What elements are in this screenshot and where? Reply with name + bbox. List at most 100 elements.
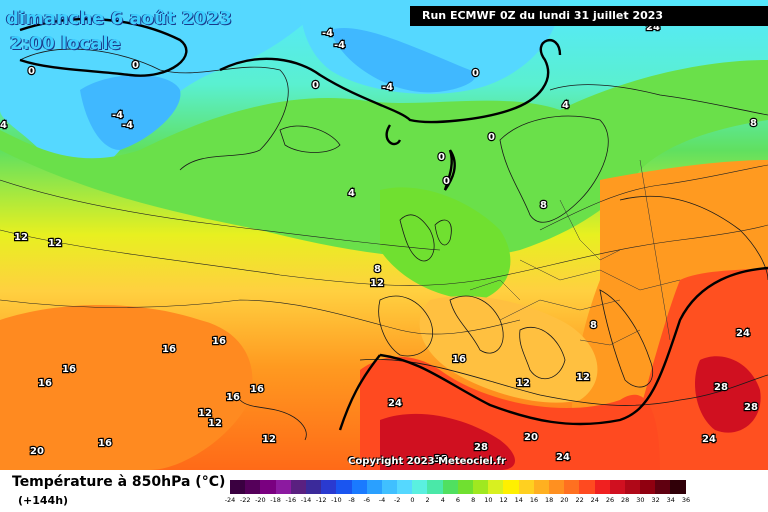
color-scale-swatch [260,480,276,494]
hotter-core-africa [380,413,515,470]
color-scale-swatch [442,480,458,494]
isotherm-label: 8 [590,320,597,331]
model-run-label: Run ECMWF 0Z du lundi 31 juillet 2023 [410,6,768,26]
isotherm-label: 8 [374,264,381,275]
color-scale-swatch [594,480,610,494]
very-cold-core-arctic [330,28,476,93]
color-scale-tick-label: -4 [378,496,386,504]
isotherm-label: -4 [382,82,393,93]
isotherm-label: 12 [14,232,28,243]
forecast-time-label: 2:00 locale [10,33,121,54]
isotherm-label: 16 [212,336,226,347]
isotherm-label: 0 [438,152,445,163]
color-scale-swatch [579,480,595,494]
isotherm-label: 20 [524,432,538,443]
legend-bar: Température à 850hPa (°C) (+144h) -24 -22… [0,470,768,512]
isotherm-label: 12 [48,238,62,249]
isotherm-label: 28 [714,382,728,393]
color-scale-tick-label: 24 [590,496,599,504]
color-scale-swatch [366,480,382,494]
color-scale-tick-label: 14 [514,496,523,504]
coastlines [19,48,768,441]
isotherm-label: 12 [198,408,212,419]
color-scale-tick-label: -18 [270,496,281,504]
isotherm-label: 16 [38,378,52,389]
isotherm-label: 8 [750,118,757,129]
isotherm-label: -4 [334,40,345,51]
isotherm-label: -4 [122,120,133,131]
isotherm-label: 16 [226,392,240,403]
copyright-label: Copyright 2023 Meteociel.fr [348,456,506,467]
color-scale-swatch [670,480,686,494]
isotherm-label: 16 [452,354,466,365]
color-scale-swatch [275,480,291,494]
isotherm-label: 0 [472,68,479,79]
variable-label: Température à 850hPa (°C) [12,474,226,490]
color-scale-swatch [609,480,625,494]
isotherm-label: 4 [348,188,355,199]
isotherm-label: 24 [388,398,402,409]
cool-zone-atlantic [0,60,768,259]
color-scale-swatch [503,480,519,494]
isotherm-label: 16 [62,364,76,375]
isotherm-label: 8 [540,200,547,211]
color-scale-swatch [412,480,428,494]
color-scale-tick-label: 16 [529,496,539,504]
isotherm-label: 32 [434,454,448,465]
country-borders [469,159,681,346]
color-scale-swatch [564,480,580,494]
color-scale-tick-label: 12 [499,496,508,504]
isotherm-label: 24 [556,452,570,463]
color-scale-swatch [457,480,473,494]
color-scale-ticks: -24 -22 -20 -18 -16 -14 -12 -10 -8 -6 -4 -2 0 2 4 6 8 10 1… [225,496,700,508]
isotherm-label: -4 [112,110,123,121]
isotherm-label: 24 [736,328,750,339]
color-scale-tick-label: 34 [666,496,675,504]
color-scale-tick-label: -10 [331,496,342,504]
color-scale-swatch [321,480,337,494]
warm-zone-iberia [0,305,253,470]
isotherm-label: 4 [0,120,7,131]
color-scale-tick-label: -22 [239,496,251,504]
color-scale-tick-label: 18 [545,496,554,504]
isotherm-label: 28 [474,442,488,453]
color-scale-swatch [245,480,261,494]
hotter-core-east [695,356,761,433]
color-scale-tick-label: 2 [425,496,430,504]
color-scale-swatch [305,480,322,494]
color-scale-tick-label: -24 [224,496,236,504]
color-scale-tick-label: -14 [300,496,312,504]
isotherm-label: 0 [312,80,319,91]
isotherm-lines [0,164,768,335]
isotherm-label: 12 [370,278,384,289]
color-scale-swatch [427,480,443,494]
key-isotherms [19,17,768,431]
isotherm-label: 28 [744,402,758,413]
color-scale-swatch [290,480,306,494]
color-scale-tick-label: -8 [348,496,355,504]
isotherm-label: 16 [250,384,264,395]
color-scale [230,480,686,494]
isotherm-label: 16 [162,344,176,355]
isotherm-label: 0 [28,66,35,77]
color-scale-tick-label: 8 [471,496,476,504]
isotherm-label: 16 [98,438,112,449]
isotherm-label: 12 [576,372,590,383]
isotherm-label: -4 [322,28,333,39]
color-scale-swatch [655,480,671,494]
color-scale-tick-label: 36 [681,496,691,504]
forecast-date-label: dimanche 6 août 2023 [6,8,232,29]
isotherm-label: 0 [488,132,495,143]
mild-zone-europe [419,296,598,403]
color-scale-swatch [533,480,549,494]
color-scale-tick-label: 6 [455,496,461,504]
color-scale-tick-label: 10 [484,496,493,504]
isotherm-label: 12 [262,434,276,445]
isotherm-label: 0 [443,176,450,187]
color-scale-swatch [624,480,641,494]
isotherm-label: 12 [516,378,530,389]
isotherm-label: 0 [132,60,139,71]
color-scale-swatch [548,480,565,494]
color-scale-swatch [336,480,352,494]
